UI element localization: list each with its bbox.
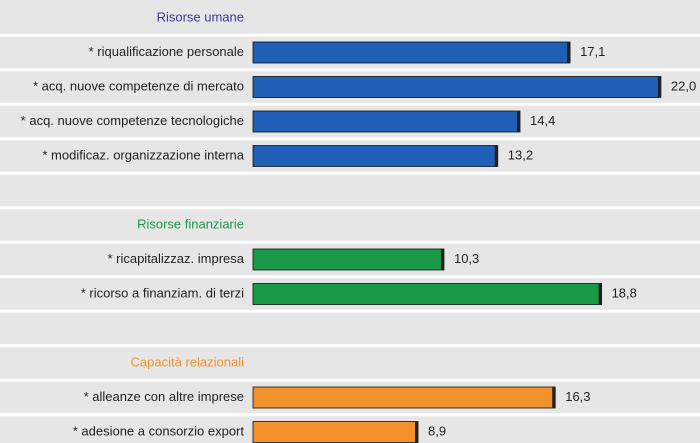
bar-side <box>657 76 661 98</box>
bar-side <box>415 421 419 443</box>
category-label: * ricapitalizzaz. impresa <box>107 251 244 266</box>
stripe <box>0 68 700 72</box>
group-label: Risorse umane <box>157 9 244 24</box>
bar-side <box>598 283 602 305</box>
stripe <box>0 378 700 382</box>
category-label: * alleanze con altre imprese <box>84 389 244 404</box>
category-label: * acq. nuove competenze tecnologiche <box>21 113 244 128</box>
bar <box>252 145 499 167</box>
value-label: 22,0 <box>671 78 696 93</box>
category-label: * ricorso a finanziam. di terzi <box>81 285 244 300</box>
bar-side <box>494 145 498 167</box>
bar-side <box>567 42 571 63</box>
stripe <box>0 102 700 106</box>
stripe <box>0 171 700 175</box>
stripe <box>0 309 700 313</box>
value-label: 13,2 <box>508 147 533 162</box>
bar <box>252 110 521 133</box>
stripe <box>0 33 700 37</box>
category-label: * acq. nuove competenze di mercato <box>33 78 244 93</box>
value-label: 16,3 <box>565 389 590 404</box>
bar <box>252 41 571 64</box>
value-label: 8,9 <box>428 423 446 438</box>
value-label: 17,1 <box>580 44 605 59</box>
group-label: Risorse finanziarie <box>137 216 244 231</box>
category-label: * modificaz. organizzazione interna <box>42 147 244 162</box>
stripe <box>0 413 700 417</box>
bar <box>252 248 445 271</box>
bar-side <box>440 249 444 270</box>
stripe <box>0 206 700 210</box>
value-label: 10,3 <box>454 251 479 266</box>
category-label: * riqualificazione personale <box>89 44 244 59</box>
bar-side <box>517 111 520 132</box>
value-label: 18,8 <box>612 285 637 300</box>
bar <box>252 421 419 443</box>
stripe <box>0 344 700 348</box>
value-label: 14,4 <box>530 113 555 128</box>
bar <box>252 386 556 409</box>
bar <box>252 76 662 98</box>
bar-side <box>552 387 556 408</box>
group-label: Capacità relazionali <box>131 354 245 369</box>
bar <box>252 283 602 305</box>
category-label: * adesione a consorzio export <box>73 423 245 438</box>
stripe <box>0 240 700 244</box>
stripe <box>0 137 700 141</box>
stripe <box>0 275 700 279</box>
